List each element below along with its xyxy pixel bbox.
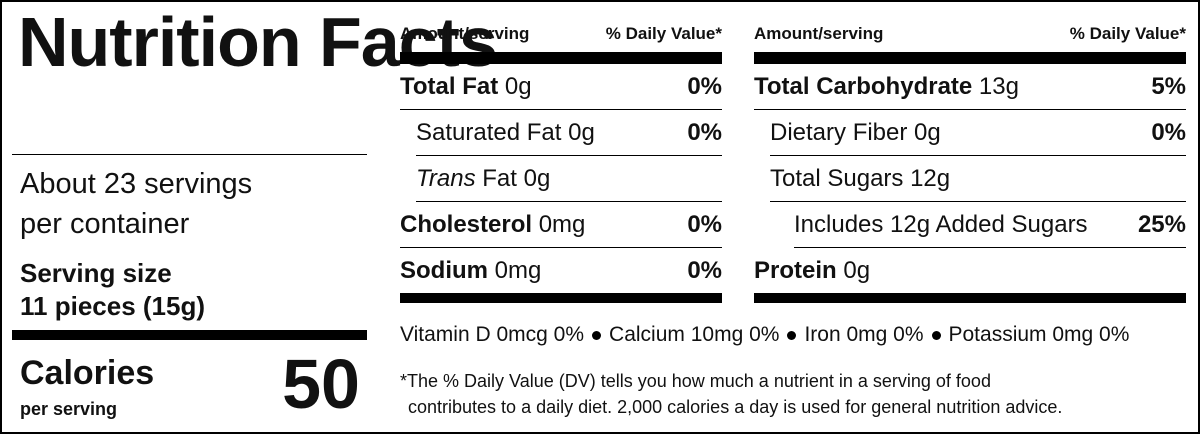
nutrient-name: Trans — [416, 164, 476, 192]
calories-sublabel: per serving — [20, 399, 118, 419]
header-dv: % Daily Value* — [1069, 24, 1186, 43]
nutrient-name: Dietary Fiber — [770, 118, 908, 146]
nutrient-row: Trans Fat 0g — [416, 156, 722, 202]
calories-label: Calories — [20, 354, 155, 392]
nutrient: Cholesterol 0mg — [400, 211, 585, 239]
nutrient: Sodium 0mg — [400, 257, 541, 285]
header: Amount/serving % Daily Value* — [754, 16, 1186, 52]
nutrient: Protein 0g — [754, 257, 870, 285]
nutrient: Total Sugars 12g — [770, 165, 950, 193]
daily-value: 0% — [1151, 118, 1186, 146]
nutrient-amount: 0mg — [538, 210, 586, 238]
nutrient-amount: 0mg — [494, 256, 542, 284]
nutrient: Total Carbohydrate 13g — [754, 73, 1019, 101]
nutrient-amount: 0g — [504, 72, 532, 100]
nutrient-row: Total Sugars 12g — [770, 156, 1186, 202]
nutrient-amount: 13g — [978, 72, 1019, 100]
daily-value: 0% — [687, 256, 722, 284]
nutrient: Trans Fat 0g — [416, 165, 550, 193]
header-amount: Amount/serving — [400, 24, 530, 43]
nutrient-name: Total Fat — [400, 72, 499, 100]
nutrient: Saturated Fat 0g — [416, 119, 595, 147]
nutrient-amount: 0g — [568, 118, 595, 146]
nutrient-name: Includes 12g Added Sugars — [794, 210, 1088, 238]
nutrient-name: Cholesterol — [400, 210, 533, 238]
servings: per container — [20, 208, 190, 240]
footnote: *The % Daily Value (DV) tells you how mu… — [400, 371, 991, 391]
bullet — [592, 330, 602, 340]
footnote: contributes to a daily diet. 2,000 calor… — [408, 397, 1063, 417]
vitamin: Vitamin D 0mcg 0% — [400, 323, 585, 346]
serving-size-label: Serving size — [20, 258, 172, 288]
nutrient-row: Includes 12g Added Sugars 25% — [794, 202, 1186, 248]
header-amount: Amount/serving — [754, 24, 884, 43]
vitamin: Calcium 10mg 0% — [609, 323, 780, 346]
calories-value: 50 — [282, 345, 360, 423]
daily-value: 0% — [687, 210, 722, 238]
header-dv: % Daily Value* — [605, 24, 722, 43]
nutrient: Total Fat 0g — [400, 73, 532, 101]
bullet — [787, 330, 797, 340]
thick-rule — [754, 52, 1186, 64]
nutrient-name: Total Carbohydrate — [754, 72, 973, 100]
serving-size-value: 11 pieces (15g) — [20, 291, 205, 321]
thick-rule — [754, 293, 1186, 303]
nutrient-name: Fat — [482, 164, 517, 192]
nutrient-name: Protein — [754, 256, 837, 284]
nutrient-row: Protein 0g — [754, 248, 1186, 293]
nutrient-row: Saturated Fat 0g 0% — [416, 110, 722, 156]
header: Amount/serving % Daily Value* — [400, 16, 722, 52]
nutrient-row: Dietary Fiber 0g 0% — [770, 110, 1186, 156]
panel: Amount/serving % Daily Value* Total Carboh… — [754, 16, 1186, 303]
nutrient-amount: 0g — [523, 164, 551, 192]
bullet — [931, 330, 941, 340]
servings: About 23 servings — [20, 168, 253, 200]
thick-rule — [400, 293, 722, 303]
thick-rule — [12, 330, 367, 340]
nutrient-name: Sodium — [400, 256, 488, 284]
nutrient-amount: 0g — [914, 118, 941, 146]
nutrient-amount: 0g — [843, 256, 871, 284]
daily-value: 0% — [687, 118, 722, 146]
nutrient-name: Saturated Fat — [416, 118, 562, 146]
vitamins: Vitamin D 0mcg 0% Calcium 10mg 0% Iron 0mg… — [400, 323, 1129, 347]
nutrient: Includes 12g Added Sugars — [794, 211, 1088, 239]
daily-value: 0% — [687, 72, 722, 100]
panel: Amount/serving % Daily Value* Total Fat 0g… — [400, 16, 722, 303]
vitamin: Iron 0mg 0% — [804, 323, 924, 346]
daily-value: 25% — [1137, 210, 1186, 238]
nutrient-amount: 12g — [910, 164, 951, 192]
vitamin: Potassium 0mg 0% — [948, 323, 1130, 346]
rule — [12, 154, 367, 155]
nutrient-row: Total Fat 0g 0% — [400, 64, 722, 110]
title: Nutrition Facts — [18, 3, 498, 81]
daily-value: 5% — [1151, 72, 1186, 100]
nutrient-row: Total Carbohydrate 13g 5% — [754, 64, 1186, 110]
nutrient: Dietary Fiber 0g — [770, 119, 941, 147]
thick-rule — [400, 52, 722, 64]
nutrient-name: Total Sugars — [770, 164, 904, 192]
nutrient-row: Sodium 0mg 0% — [400, 248, 722, 293]
nutrient-row: Cholesterol 0mg 0% — [400, 202, 722, 248]
